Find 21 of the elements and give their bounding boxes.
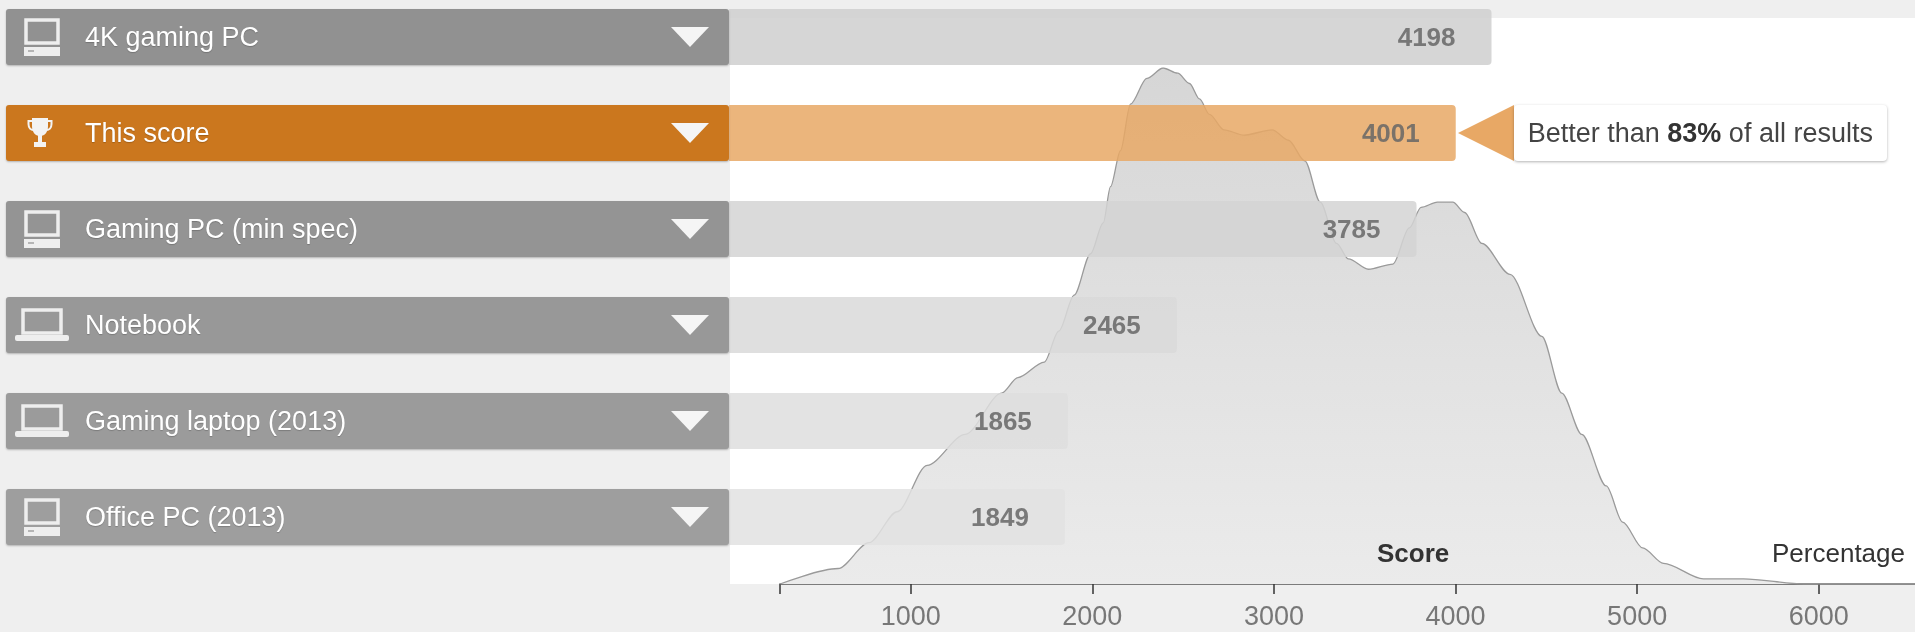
y-tick-label: This score (85, 116, 210, 150)
data-label: 1865 (973, 405, 1032, 436)
x-tick-label: 1000 (880, 600, 941, 631)
x-tick-label: 3000 (1243, 600, 1304, 631)
x-axis-title: Score (1377, 538, 1450, 568)
y-tick-label: Office PC (2013) (85, 500, 286, 534)
x-tick-label: 6000 (1788, 600, 1849, 631)
data-label: 4001 (1361, 117, 1420, 148)
x-tick-label: 5000 (1607, 600, 1668, 631)
y-tick-label: 4K gaming PC (85, 20, 260, 54)
y-tick-label: Gaming laptop (2013) (85, 404, 347, 438)
x-tick-label: 2000 (1062, 600, 1123, 631)
data-label: 2465 (1082, 309, 1141, 340)
data-label: 1849 (971, 501, 1029, 532)
y-axis-title: Percentage (1772, 538, 1905, 568)
data-label: 4198 (1397, 21, 1456, 52)
y-tick-label: Gaming PC (min spec) (85, 212, 359, 246)
annotation: Better than 83% of all results (1527, 116, 1873, 150)
x-tick-label: 4000 (1425, 600, 1486, 631)
y-tick-label: Notebook (85, 308, 201, 342)
data-label: 3785 (1322, 213, 1381, 244)
